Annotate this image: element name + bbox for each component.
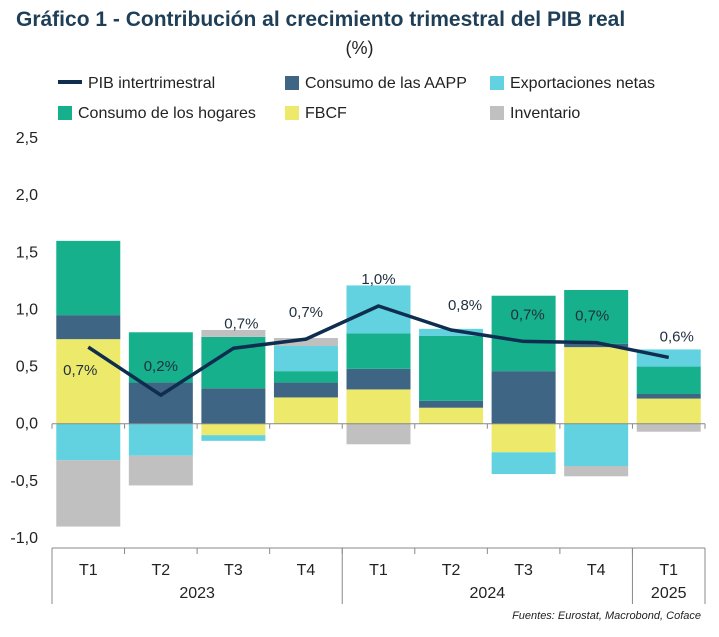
bar-segment	[201, 435, 266, 441]
legend-line-swatch	[58, 80, 82, 84]
legend-item-hogares: Consumo de los hogares	[58, 104, 256, 124]
y-tick-label: 0,5	[16, 359, 38, 376]
legend-label: Exportaciones netas	[510, 75, 655, 92]
y-tick-label: 1,5	[16, 244, 38, 261]
bar-segment	[636, 366, 701, 394]
y-tick-label: -1,0	[10, 530, 38, 547]
line-data-label: 0,8%	[448, 297, 482, 314]
x-tick-label: T2	[151, 562, 170, 579]
bar-segment	[491, 371, 556, 424]
bar-segment	[564, 343, 629, 348]
bar-segment	[273, 382, 338, 398]
bar-segment	[491, 423, 556, 453]
bar-segment	[201, 388, 266, 424]
bar-segment	[273, 397, 338, 424]
bar-segment	[128, 382, 193, 424]
bar-segment	[273, 346, 338, 372]
bar-segment	[56, 240, 121, 316]
x-tick-label: T1	[79, 562, 98, 579]
y-tick-label: 1,0	[16, 301, 38, 318]
bar-segment	[636, 398, 701, 424]
legend-item-inventario: Inventario	[490, 104, 580, 124]
chart-subtitle: (%)	[345, 38, 374, 58]
legend-swatch	[285, 106, 299, 120]
bar-segment	[201, 330, 266, 337]
legend-swatch	[58, 106, 72, 120]
x-tick-label: T1	[369, 562, 388, 579]
line-data-label: 1,0%	[361, 271, 395, 288]
source-note: Fuentes: Eurostat, Macrobond, Coface	[512, 610, 701, 622]
bar-segment	[419, 328, 484, 336]
legend-label: PIB intertrimestral	[88, 75, 216, 92]
x-tick-label: T4	[297, 562, 316, 579]
bar-segment	[564, 466, 629, 477]
bar-segment	[273, 338, 338, 346]
line-data-label: 0,7%	[575, 308, 609, 325]
x-tick-label: T3	[514, 562, 533, 579]
bar-segment	[636, 423, 701, 432]
bar-segment	[419, 407, 484, 424]
legend-swatch	[490, 106, 504, 120]
legend-label: FBCF	[305, 105, 347, 122]
bar-segment	[128, 423, 193, 456]
x-tick-label: T3	[224, 562, 243, 579]
y-tick-label: 2,0	[16, 187, 38, 204]
y-tick-label: 0,0	[16, 416, 38, 433]
bar-segment	[346, 423, 411, 445]
legend-label: Consumo de los hogares	[78, 105, 256, 122]
bar-segment	[346, 333, 411, 369]
legend-swatch	[490, 76, 504, 90]
bar-segment	[419, 400, 484, 408]
year-label: 2024	[470, 585, 506, 602]
bar-segment	[564, 347, 629, 424]
legend-label: Consumo de las AAPP	[305, 75, 467, 92]
x-tick-label: T1	[659, 562, 678, 579]
bar-segment	[636, 394, 701, 399]
bar-segment	[128, 455, 193, 486]
legend-item-aapp: Consumo de las AAPP	[285, 74, 467, 94]
bar-segment	[201, 423, 266, 436]
bar-segment	[56, 315, 121, 340]
year-label: 2023	[179, 585, 215, 602]
bar-segment	[56, 339, 121, 424]
line-data-label: 0,7%	[224, 315, 258, 332]
bar-segment	[346, 389, 411, 424]
line-data-label: 0,6%	[660, 328, 694, 345]
bar-segment	[56, 423, 121, 461]
legend-item-exportaciones: Exportaciones netas	[490, 74, 655, 94]
bar-segment	[564, 423, 629, 466]
line-data-label: 0,7%	[511, 306, 545, 323]
bar-segment	[128, 332, 193, 383]
line-data-label: 0,7%	[63, 362, 97, 379]
y-tick-label: -0,5	[10, 473, 38, 490]
y-tick-label: 2,5	[16, 130, 38, 147]
legend-label: Inventario	[510, 105, 581, 122]
line-data-label: 0,2%	[144, 358, 178, 375]
x-tick-label: T2	[442, 562, 461, 579]
bar-segment	[491, 452, 556, 474]
bar-segment	[564, 290, 629, 344]
chart-title: Gráfico 1 - Contribución al crecimiento …	[16, 8, 626, 31]
bar-segment	[491, 295, 556, 372]
bar-segment	[419, 335, 484, 401]
legend-item-pib: PIB intertrimestral	[58, 74, 215, 94]
bar-segment	[56, 460, 121, 527]
pib-line	[87, 304, 670, 397]
x-tick-label: T4	[587, 562, 606, 579]
line-data-label: 0,7%	[289, 304, 323, 321]
year-label: 2025	[651, 585, 687, 602]
bar-segment	[346, 285, 411, 334]
bar-segment	[346, 368, 411, 390]
bar-segment	[273, 371, 338, 383]
legend-item-fbcf: FBCF	[285, 104, 347, 124]
legend-swatch	[285, 76, 299, 90]
